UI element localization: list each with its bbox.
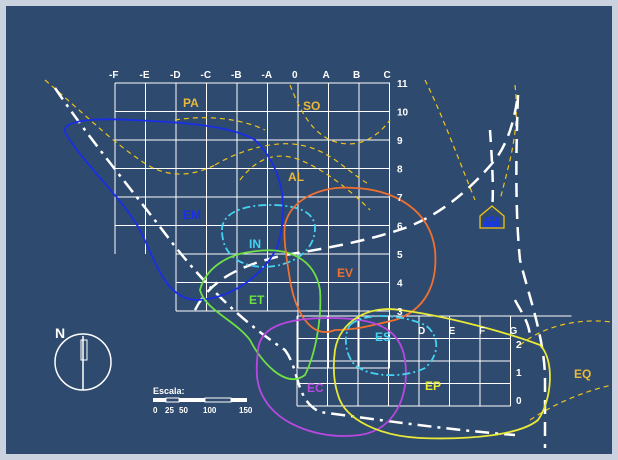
boundary-eq2 [529,384,613,421]
upper-grid [114,82,390,369]
zone-ep-outline [332,308,551,440]
boundary-eq [519,320,613,346]
zone-label-eq: EQ [574,367,591,381]
scale-tick-label: 150 [239,406,253,415]
column-label: C [384,70,391,81]
row-label: 3 [397,307,403,318]
dashed-boundaries [44,79,613,421]
lower-row-label: 0 [516,396,522,407]
zone-labels: PA SO AL EM IN ET EV ES EC EP EQ [183,96,591,395]
zone-label-ec: EC [307,381,324,395]
scale-tick-label: 0 [153,406,158,415]
paths [53,87,547,448]
path-main-diagonal [193,94,520,311]
row-label: 4 [397,279,403,290]
zone-outlines [64,118,551,440]
boundary-center [214,143,371,186]
column-label: -C [201,70,212,81]
lower-row-label: 2 [516,340,522,351]
lower-column-label: E [449,326,456,337]
boundary-ne [424,79,476,201]
scale-tick-label: 25 [165,406,174,415]
column-label: A [323,70,330,81]
row-label: 8 [397,165,403,176]
zone-label-al: AL [288,170,304,184]
row-label: 11 [397,79,408,90]
column-label: -B [231,70,242,81]
boundary-pa [174,117,266,131]
lower-column-label: F [479,326,485,337]
zone-et-outline [199,249,322,380]
zone-label-in: IN [249,237,261,251]
zone-label-ev: EV [337,266,353,280]
row-label: 6 [397,222,403,233]
boundary-al [239,155,371,211]
path-vertical-east [515,94,547,448]
path-lower-east [513,299,532,336]
row-label: 7 [397,193,403,204]
scale-ticks: 0 25 50 100 150 [153,406,253,415]
column-label: -A [262,70,273,81]
boundary-so-loop [289,84,391,145]
scale-segment-5 [231,398,247,402]
zone-label-pa: PA [183,96,199,110]
zone-em-outline [64,118,284,301]
column-label: -D [170,70,181,81]
compass-pointer [80,339,88,361]
row-label: 10 [397,108,409,119]
scale-tick-label: 100 [203,406,217,415]
scale-title: Escala: [153,386,185,396]
path-west-dashdot [53,87,516,437]
lower-row-label: 1 [516,368,522,379]
house-with-people-icon [479,205,505,229]
scale-segment-1 [153,398,166,402]
zone-in-outline [221,204,316,268]
lower-column-label: G [510,326,518,337]
scale-bar: Escala: 0 25 50 100 150 [153,386,253,415]
zone-label-es: ES [375,330,391,344]
column-label: -F [109,70,118,81]
boundary-northwest [44,79,216,175]
zone-label-em: EM [183,208,201,222]
scale-tick-label: 50 [179,406,188,415]
path-ne-inner [488,129,495,211]
column-label: 0 [292,70,298,81]
column-label: -E [140,70,150,81]
boundary-ne2 [499,84,517,201]
north-arrow: N [54,325,112,391]
north-label: N [55,325,65,341]
zone-label-et: ET [249,293,265,307]
zone-label-so: SO [303,99,320,113]
zone-ec-outline [255,317,407,437]
lower-column-label: D [418,326,425,337]
zone-label-ep: EP [425,379,441,393]
row-label: 5 [397,250,403,261]
zone-ev-outline [283,186,437,333]
zone-es-outline [344,315,438,377]
scale-segment-3 [179,398,205,402]
column-label: B [353,70,360,81]
row-label: 9 [397,136,403,147]
